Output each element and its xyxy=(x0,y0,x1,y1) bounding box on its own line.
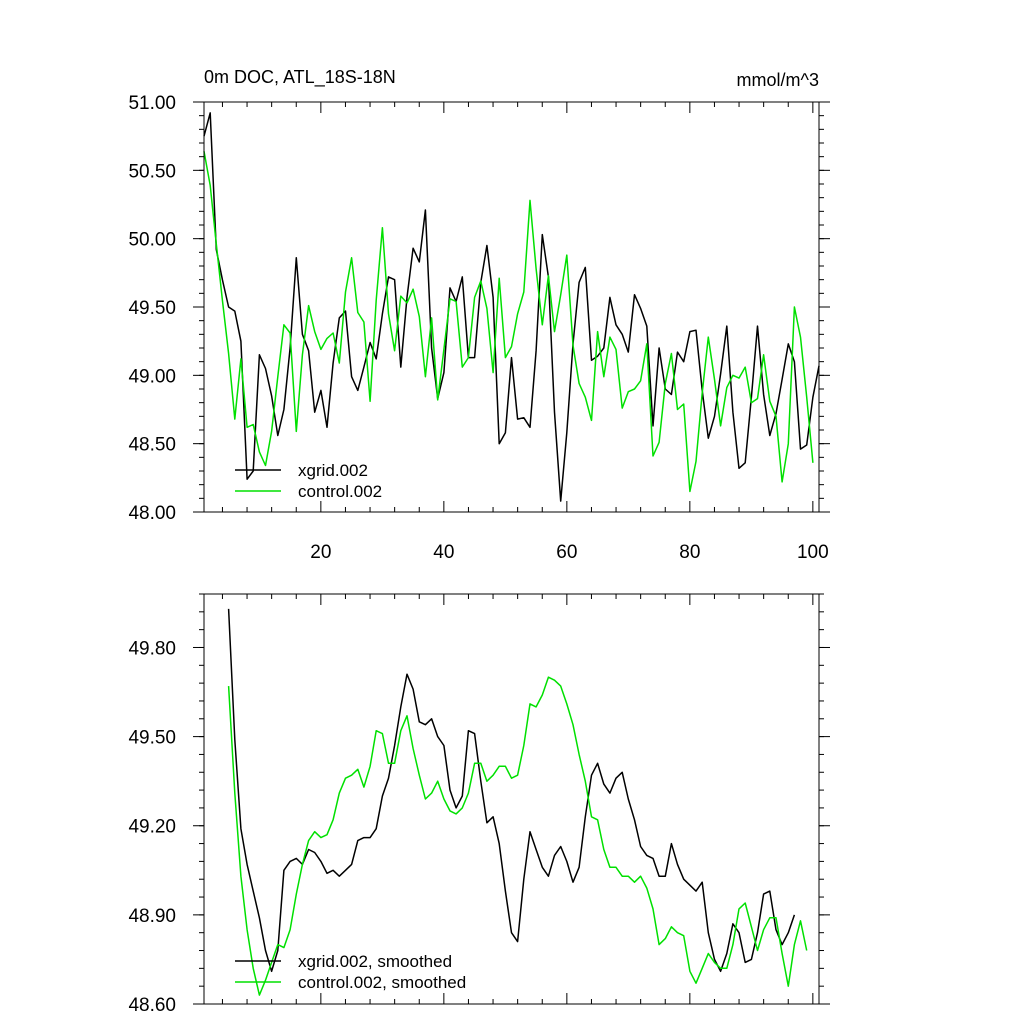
y-tick-label: 49.20 xyxy=(128,817,176,838)
x-tick-label: 80 xyxy=(679,542,700,563)
legend-top: xgrid.002 control.002 xyxy=(235,461,382,501)
legend-label-xgrid: xgrid.002 xyxy=(298,461,368,480)
y-tick-label: 48.50 xyxy=(128,435,176,456)
y-tick-label: 48.60 xyxy=(128,995,176,1016)
y-tick-label: 50.00 xyxy=(128,230,176,251)
series-line-top-1 xyxy=(203,151,814,493)
legend-label-xgrid-smoothed: xgrid.002, smoothed xyxy=(298,952,452,971)
y-tick-label: 48.90 xyxy=(128,906,176,927)
series-layer-bottom xyxy=(227,608,808,996)
chart-panel-bottom: 48.60 48.90 49.20 49.50 49.80 xgrid.002, smo… xyxy=(128,593,830,1016)
x-tick-label: 60 xyxy=(556,542,577,563)
plot-frame-bottom xyxy=(203,593,820,1005)
plot-frame-top xyxy=(203,101,820,513)
y-tick-label: 51.00 xyxy=(128,93,176,114)
y-tick-label: 49.00 xyxy=(128,366,176,387)
legend-label-control-smoothed: control.002, smoothed xyxy=(298,973,466,992)
x-tick-label: 20 xyxy=(310,542,331,563)
y-tick-label: 49.50 xyxy=(128,728,176,749)
tick-layer-bottom: 48.60 48.90 49.20 49.50 49.80 xyxy=(128,593,830,1016)
series-line-bottom-0 xyxy=(227,608,796,973)
y-tick-label: 49.50 xyxy=(128,298,176,319)
y-tick-label: 49.80 xyxy=(128,638,176,659)
x-tick-label: 100 xyxy=(797,542,829,563)
chart-title: 0m DOC, ATL_18S-18N xyxy=(204,67,396,88)
series-layer-top xyxy=(203,112,820,502)
chart-panel-top: 0m DOC, ATL_18S-18N mmol/m^3 20 40 60 80 100… xyxy=(128,67,830,563)
x-tick-label: 40 xyxy=(433,542,454,563)
series-line-top-0 xyxy=(203,112,820,502)
y-tick-label: 50.50 xyxy=(128,161,176,182)
series-line-bottom-1 xyxy=(227,676,808,996)
chart-units-label: mmol/m^3 xyxy=(737,70,819,90)
tick-layer-top: 20 40 60 80 100 48.00 48.50 49.00 49.50 50.00 50.5… xyxy=(128,93,830,563)
y-tick-label: 48.00 xyxy=(128,503,176,524)
legend-label-control: control.002 xyxy=(298,482,382,501)
legend-bottom: xgrid.002, smoothed control.002, smoothe… xyxy=(235,952,466,992)
